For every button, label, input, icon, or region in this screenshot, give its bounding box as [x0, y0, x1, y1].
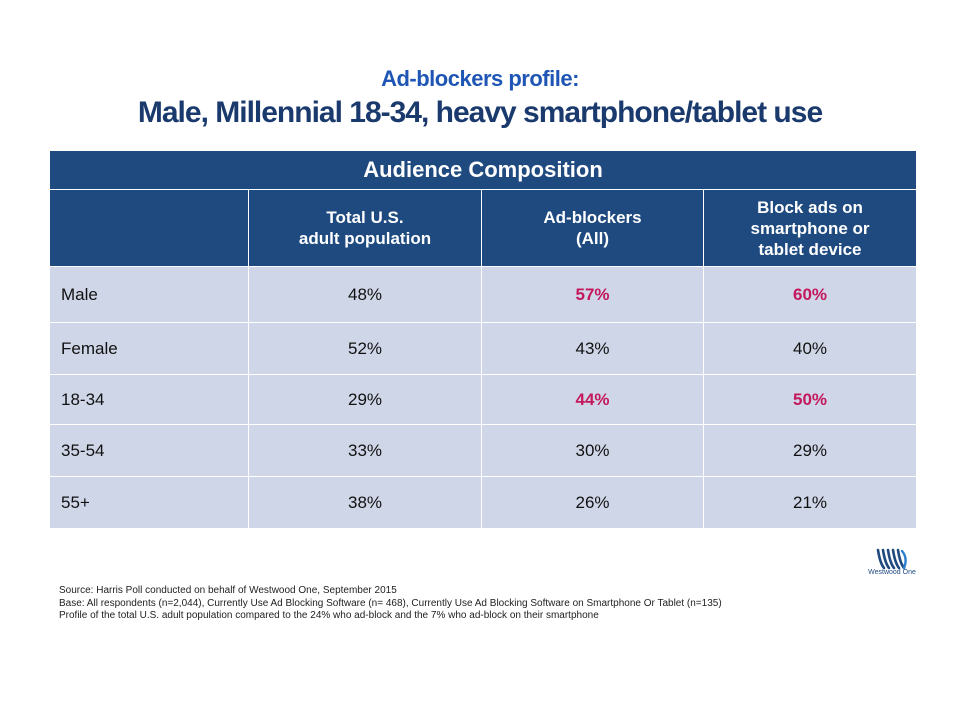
slide-title: Male, Millennial 18-34, heavy smartphone… — [137, 96, 823, 129]
column-header-empty — [49, 189, 249, 267]
cell-total-us: 38% — [248, 476, 482, 529]
slide-subtitle: Ad-blockers profile: — [381, 66, 579, 91]
table-row: Female 52% 43% 40% — [49, 322, 917, 375]
westwood-one-logo-icon — [876, 548, 907, 570]
footnote-source: Source: Harris Poll conducted on behalf … — [59, 585, 397, 596]
audience-composition-table: Audience Composition Total U.S. adult po… — [49, 150, 917, 529]
cell-total-us: 52% — [248, 322, 482, 375]
cell-ad-blockers: 30% — [481, 424, 704, 477]
column-header-total-us: Total U.S. adult population — [248, 189, 482, 267]
cell-ad-blockers: 43% — [481, 322, 704, 375]
cell-total-us: 48% — [248, 266, 482, 323]
row-label: 35-54 — [49, 424, 249, 477]
logo-wordmark: Westwood One — [868, 569, 916, 576]
footnote-profile: Profile of the total U.S. adult populati… — [59, 610, 599, 621]
cell-ad-blockers: 44% — [481, 374, 704, 425]
column-header-ad-blockers: Ad-blockers (All) — [481, 189, 704, 267]
row-label: Male — [49, 266, 249, 323]
cell-mobile-blockers: 50% — [703, 374, 917, 425]
row-label: 18-34 — [49, 374, 249, 425]
footnotes: Source: Harris Poll conducted on behalf … — [59, 585, 939, 623]
row-label: 55+ — [49, 476, 249, 529]
table-row: 35-54 33% 30% 29% — [49, 424, 917, 477]
cell-total-us: 29% — [248, 374, 482, 425]
cell-ad-blockers: 57% — [481, 266, 704, 323]
table-banner: Audience Composition — [49, 150, 917, 190]
row-label: Female — [49, 322, 249, 375]
footnote-base: Base: All respondents (n=2,044), Current… — [59, 597, 722, 609]
table-row: 18-34 29% 44% 50% — [49, 374, 917, 425]
cell-mobile-blockers: 60% — [703, 266, 917, 323]
cell-ad-blockers: 26% — [481, 476, 704, 529]
cell-mobile-blockers: 29% — [703, 424, 917, 477]
table-row: 55+ 38% 26% 21% — [49, 476, 917, 529]
cell-mobile-blockers: 21% — [703, 476, 917, 529]
table-row: Male 48% 57% 60% — [49, 266, 917, 323]
column-header-mobile-blockers: Block ads on smartphone or tablet device — [703, 189, 917, 267]
cell-mobile-blockers: 40% — [703, 322, 917, 375]
cell-total-us: 33% — [248, 424, 482, 477]
